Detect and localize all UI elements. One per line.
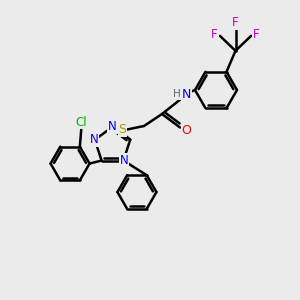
Text: F: F [211,28,218,41]
Text: H: H [173,89,181,99]
Text: Cl: Cl [76,116,87,129]
Text: N: N [120,154,128,167]
Text: F: F [253,28,260,41]
Text: F: F [232,16,239,29]
Text: O: O [182,124,191,137]
Text: N: N [108,120,117,133]
Text: N: N [90,133,99,146]
Text: N: N [182,88,191,101]
Text: S: S [118,123,126,136]
